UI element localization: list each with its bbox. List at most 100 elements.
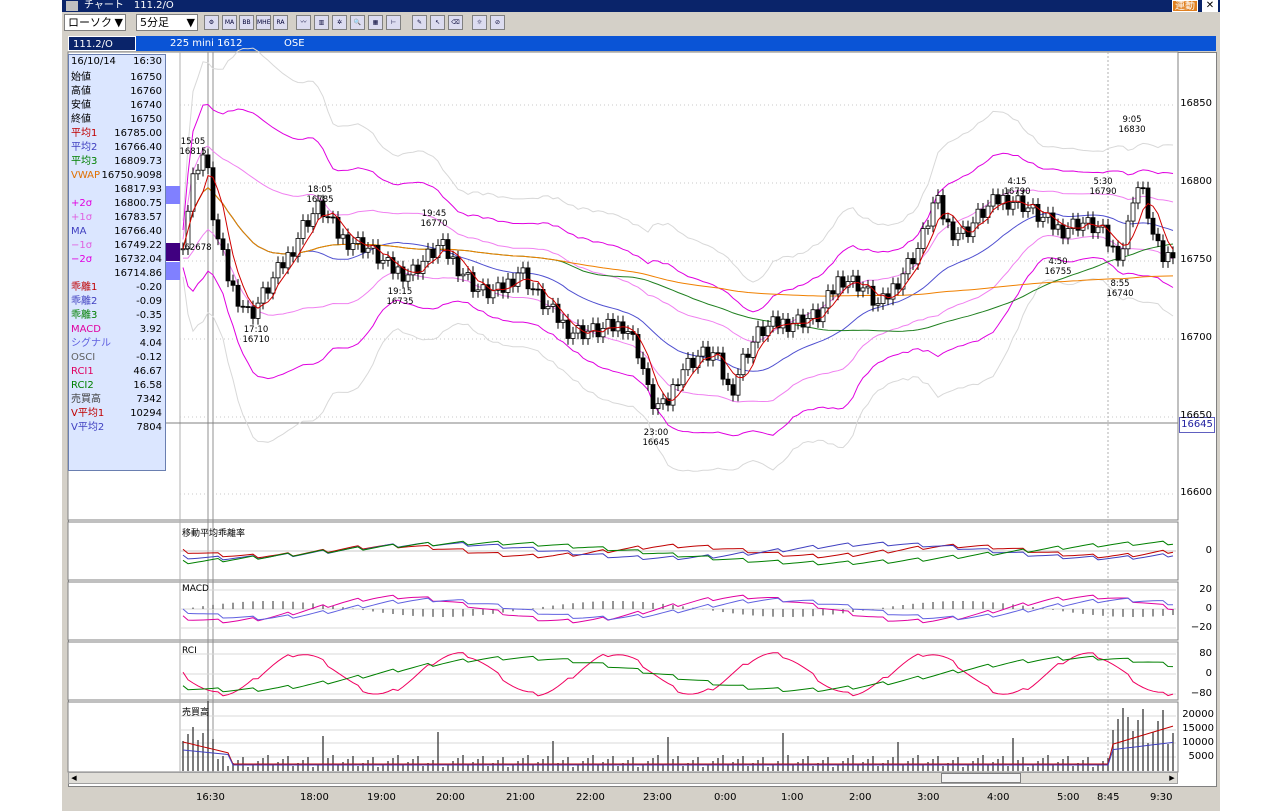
bar-chart-icon[interactable]: ▥	[314, 15, 329, 30]
current-price-tag: 16645	[1179, 417, 1215, 433]
info-bar: 111.2/O 225 mini 1612 OSE	[68, 36, 1216, 51]
arrange-icon[interactable]: ▦	[368, 15, 383, 30]
clear-icon[interactable]: ⊘	[490, 15, 505, 30]
horizontal-scrollbar[interactable]: ◀ ▶	[68, 772, 1178, 784]
candle-body	[935, 195, 941, 204]
candle-body	[620, 321, 626, 334]
data-row: V平均2 7804	[69, 421, 165, 435]
price-annotation: 19:45 16770	[414, 209, 454, 229]
data-row-value: 4.04	[139, 338, 162, 349]
bb-icon[interactable]: BB	[239, 15, 254, 30]
data-row: −1σ 16749.22	[69, 239, 165, 253]
search-icon[interactable]: ☼	[472, 15, 487, 30]
candle-body	[400, 266, 406, 282]
data-row-label: 安値	[71, 100, 91, 111]
candle-body	[430, 248, 436, 258]
candle-body	[215, 219, 221, 240]
price-axis-label: 16850	[1180, 98, 1212, 109]
line-chart-icon[interactable]: 〰	[296, 15, 311, 30]
rci-panel-title: RCI	[182, 646, 197, 656]
data-row-label: 乖離2	[71, 296, 98, 307]
candle-body	[700, 346, 706, 357]
data-row-value: -0.12	[136, 352, 162, 363]
candle-body	[625, 331, 631, 334]
rci-axis-label: 0	[1205, 668, 1212, 679]
data-row-value: 16750	[130, 72, 162, 83]
scroll-thumb[interactable]	[941, 773, 1021, 783]
chart-config-icon[interactable]: ⚙	[204, 15, 219, 30]
candle-body	[890, 283, 896, 300]
data-row-label: V平均1	[71, 408, 105, 419]
data-row: シグナル 4.04	[69, 337, 165, 351]
candle-body	[280, 262, 286, 269]
candle-body	[205, 154, 211, 169]
candle-body	[1165, 252, 1171, 263]
scroll-left-icon[interactable]: ◀	[71, 774, 77, 782]
rci2-line	[182, 655, 1174, 693]
marker-box	[164, 186, 180, 204]
candle-body	[1120, 248, 1126, 261]
annotation-price: 16790	[1003, 187, 1031, 197]
candle-body	[705, 346, 711, 361]
candle-body	[310, 213, 316, 227]
candle-body	[1015, 195, 1021, 203]
candle-body	[290, 252, 296, 257]
data-row-label: RCI1	[71, 366, 94, 377]
candle-body	[1050, 212, 1056, 230]
candle-body	[320, 200, 326, 218]
candle-body	[305, 220, 311, 227]
price-annotation: 17:10 16710	[236, 325, 276, 345]
marker-box	[164, 262, 180, 280]
macd-axis-label: 0	[1205, 603, 1212, 614]
ma-icon[interactable]: MA	[222, 15, 237, 30]
range-icon[interactable]: ⊢	[386, 15, 401, 30]
code-label[interactable]: 111.2/O	[68, 36, 136, 51]
interval-select[interactable]: 5分足 ▼	[136, 14, 198, 31]
candle-body	[840, 276, 846, 288]
volume-axis-label: 10000	[1182, 737, 1214, 748]
annotation-price: 16770	[420, 219, 448, 229]
data-row: RCI2 16.58	[69, 379, 165, 393]
candle-body	[200, 154, 206, 171]
params-icon[interactable]: ✲	[332, 15, 347, 30]
data-row-value: -0.35	[136, 310, 162, 321]
panel-frame	[67, 581, 1179, 641]
candle-body	[795, 314, 801, 324]
data-row-value: 3.92	[139, 324, 162, 335]
exchange-label: OSE	[284, 38, 305, 49]
time-axis-label: 19:00	[367, 792, 396, 803]
candle-body	[945, 218, 951, 223]
candle-body	[995, 194, 1001, 205]
eraser-icon[interactable]: ⌫	[448, 15, 463, 30]
macd-axis-label: 20	[1199, 584, 1212, 595]
candle-body	[750, 341, 756, 358]
chart-type-select[interactable]: ローソク ▼	[64, 14, 126, 31]
price-annotation: 4:15 16790	[997, 177, 1037, 197]
pointer-icon[interactable]: ↖	[430, 15, 445, 30]
data-row: MACD 3.92	[69, 323, 165, 337]
time-axis-label: 4:00	[987, 792, 1010, 803]
band-3-lower	[182, 276, 1174, 472]
candle-body	[685, 357, 691, 371]
panel-frame	[67, 641, 1179, 701]
price-axis-label: 16650	[1180, 410, 1212, 421]
data-row-label: 終値	[71, 114, 91, 125]
candle-body	[660, 398, 666, 405]
ra-icon[interactable]: RA	[273, 15, 288, 30]
scroll-right-icon[interactable]: ▶	[1169, 774, 1175, 782]
candle-body	[360, 237, 366, 253]
candle-body	[405, 274, 411, 282]
link-button[interactable]: 連動	[1172, 0, 1198, 12]
annotation-price: 16815	[179, 147, 207, 157]
zoom-icon[interactable]: 🔍	[350, 15, 365, 30]
candle-body	[1170, 252, 1176, 259]
candle-body	[690, 357, 696, 368]
mhe-icon[interactable]: MHE	[256, 15, 271, 30]
pen-icon[interactable]: ✎	[412, 15, 427, 30]
candle-body	[195, 169, 201, 175]
candle-body	[770, 316, 776, 327]
data-row-value: 16809.73	[114, 156, 162, 167]
data-row-value: -0.09	[136, 296, 162, 307]
close-button[interactable]: ✕	[1202, 0, 1218, 12]
